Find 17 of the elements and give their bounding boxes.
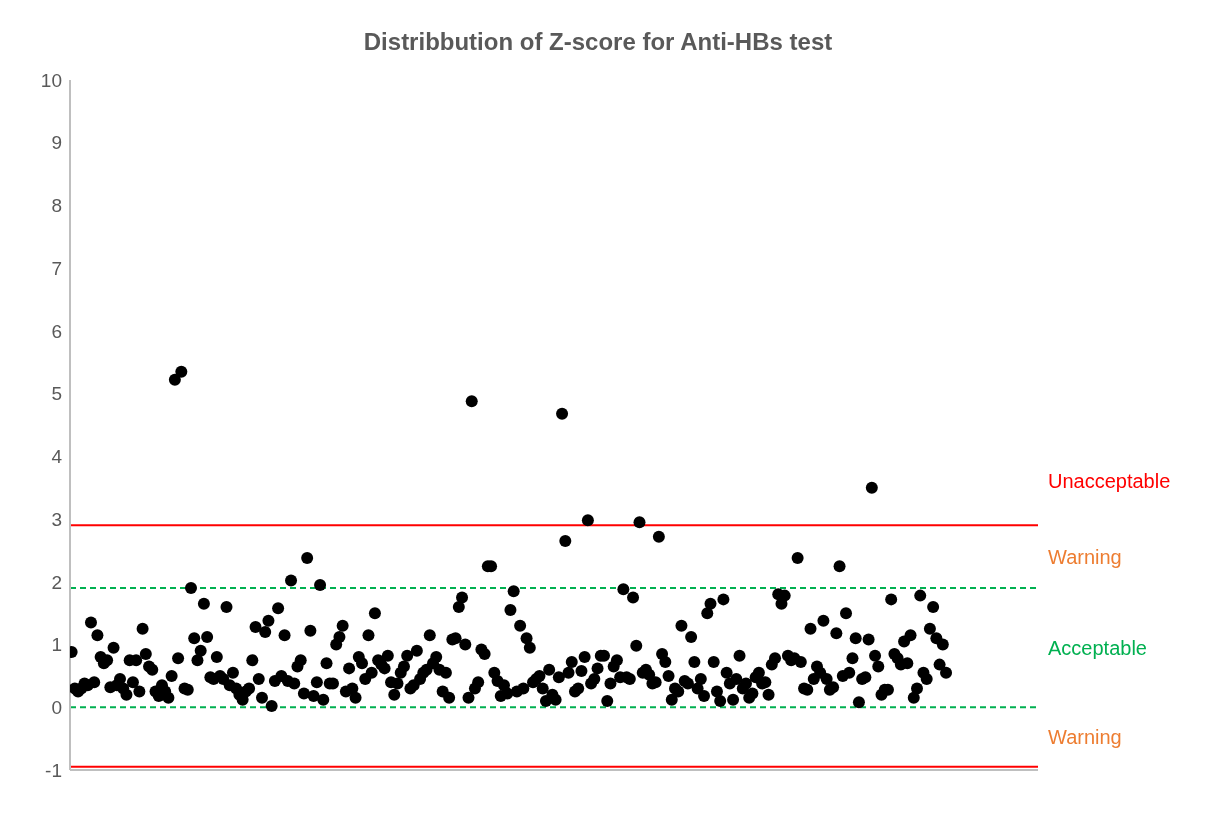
y-tick-label: 4 — [51, 446, 63, 468]
y-tick-label: 8 — [51, 195, 62, 217]
y-tick-label: 5 — [51, 383, 62, 405]
y-tick-label: 6 — [51, 320, 62, 342]
chart-title: Distribbution of Z-score for Anti-HBs test — [362, 28, 834, 56]
text: Warning — [1048, 545, 1122, 568]
y-tick-label: 9 — [51, 132, 62, 154]
text: Acceptable — [1048, 636, 1147, 659]
y-tick-label: 7 — [51, 257, 62, 279]
y-tick-label: 10 — [40, 69, 62, 91]
text: Warning — [1048, 726, 1122, 749]
text: Unacceptable — [1048, 470, 1171, 493]
y-tick-label: -1 — [45, 759, 62, 781]
y-tick-label: 3 — [51, 508, 62, 530]
y-tick-label: 1 — [51, 634, 62, 656]
y-tick-label: 0 — [51, 697, 62, 719]
y-tick-label: 2 — [51, 571, 62, 593]
